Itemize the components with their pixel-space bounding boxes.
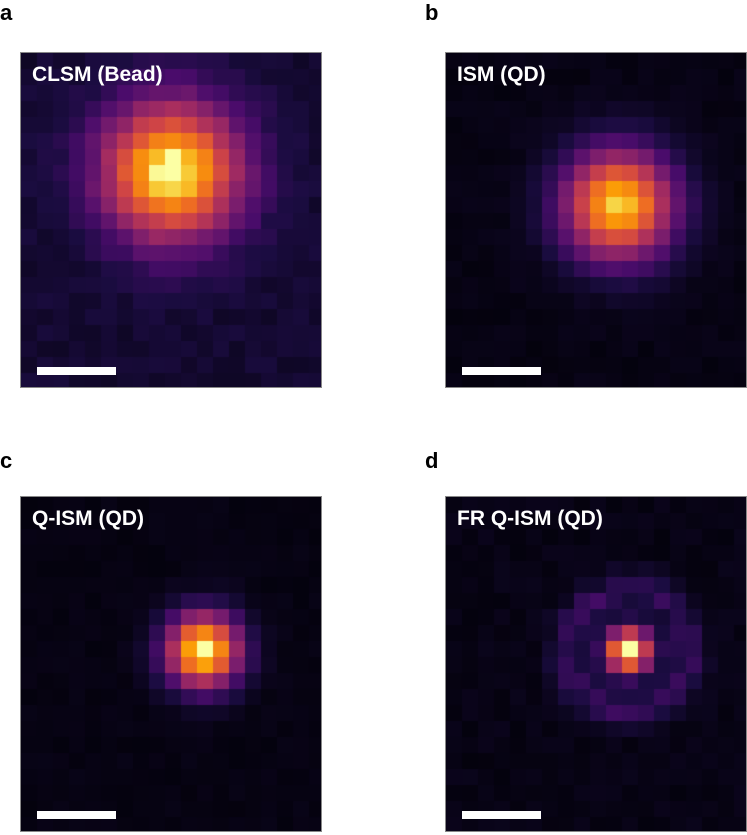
psf-image [21, 497, 321, 831]
panel-letter-d: d [425, 448, 439, 473]
psf-image [446, 53, 746, 387]
panel-letter-c: c [0, 448, 13, 473]
image-panel-q-ism-qd: Q-ISM (QD) [20, 496, 322, 832]
scale-bar [37, 811, 116, 819]
image-panel-fr-q-ism-qd: FR Q-ISM (QD) [445, 496, 747, 832]
image-panel-ism-qd: ISM (QD) [445, 52, 747, 388]
panel-letter-b: b [425, 0, 439, 25]
panel-title: CLSM (Bead) [32, 63, 163, 86]
panel-letter-a: a [0, 0, 13, 25]
image-panel-clsm-bead: CLSM (Bead) [20, 52, 322, 388]
scale-bar [462, 367, 541, 375]
panel-title: FR Q-ISM (QD) [457, 507, 603, 530]
panel-title: Q-ISM (QD) [32, 507, 144, 530]
panel-title: ISM (QD) [457, 63, 546, 86]
scale-bar [37, 367, 116, 375]
psf-image [21, 53, 321, 387]
scale-bar [462, 811, 541, 819]
psf-image [446, 497, 746, 831]
